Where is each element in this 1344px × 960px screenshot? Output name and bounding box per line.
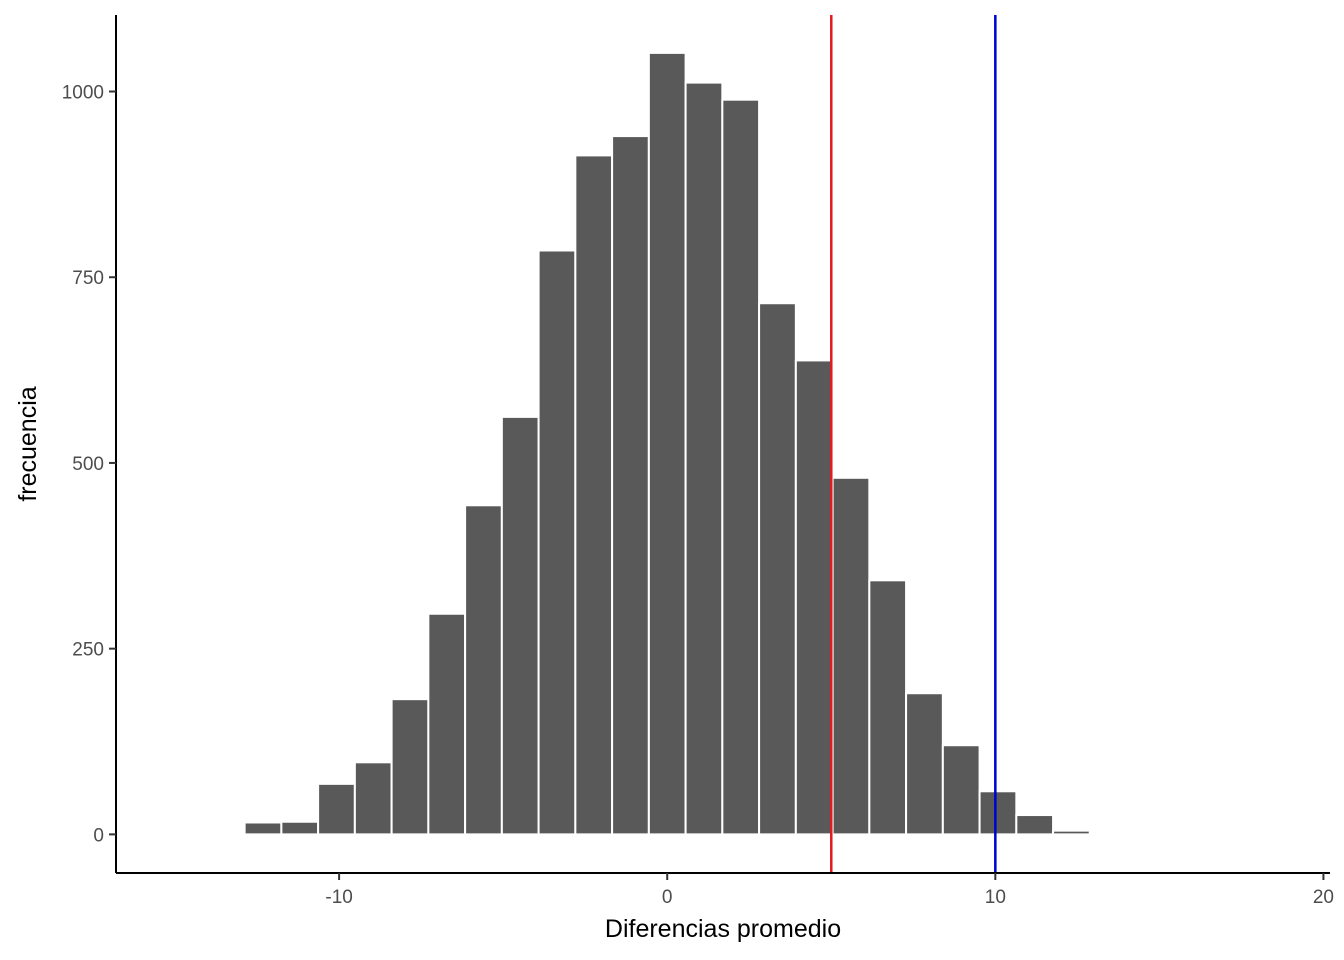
histogram-bar (280, 820, 320, 836)
histogram-bar (574, 154, 614, 836)
y-tick-label: 0 (93, 825, 104, 846)
x-tick-label: -10 (325, 887, 352, 908)
x-tick-label: 20 (1313, 887, 1334, 908)
histogram-bar (978, 790, 1018, 836)
ticks: -10 0 10 20 0 250 500 750 1000 (62, 83, 1334, 908)
histogram-bar (758, 302, 797, 836)
histogram-bar (353, 761, 393, 836)
histogram-bar (831, 476, 871, 836)
reference-lines (830, 15, 997, 873)
histogram-bar (684, 81, 724, 836)
x-tick-label: 10 (985, 887, 1006, 908)
histogram-bar (721, 98, 761, 836)
y-tick-label: 500 (72, 454, 104, 475)
histogram-bar (868, 579, 908, 836)
histogram-bar (390, 698, 430, 836)
histogram-bar (427, 612, 467, 836)
y-tick-label: 250 (72, 640, 104, 661)
bars-layer (206, 51, 1128, 836)
x-tick-label: 0 (662, 887, 673, 908)
histogram-bar (317, 782, 356, 836)
histogram-bar (647, 51, 687, 836)
axes (115, 15, 1330, 874)
histogram-bar (941, 744, 981, 836)
y-tick-label: 750 (72, 268, 104, 289)
histogram-bar (206, 831, 246, 836)
histogram-bar (1088, 831, 1128, 836)
histogram-bar (464, 504, 503, 836)
y-axis-title: frecuencia (14, 386, 42, 501)
histogram-bar (611, 135, 650, 836)
histogram-bar (794, 359, 834, 836)
histogram-bar (537, 249, 577, 836)
x-axis-title: Diferencias promedio (605, 915, 841, 943)
y-tick-label: 1000 (62, 83, 104, 104)
histogram-bar (243, 821, 283, 836)
histogram-bar (1015, 814, 1055, 836)
histogram-bar (1052, 829, 1091, 836)
histogram-bar (500, 415, 540, 836)
histogram-bar (905, 692, 944, 836)
